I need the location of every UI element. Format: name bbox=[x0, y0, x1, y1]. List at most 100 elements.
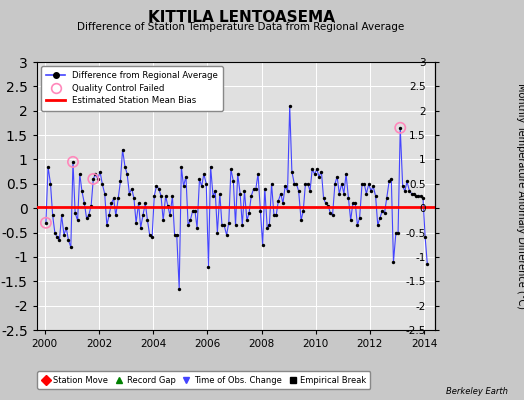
Point bbox=[121, 164, 129, 170]
Point bbox=[372, 193, 380, 199]
Point bbox=[401, 188, 409, 194]
Point bbox=[125, 190, 134, 197]
Point bbox=[182, 173, 190, 180]
Point bbox=[249, 186, 258, 192]
Point bbox=[46, 181, 54, 187]
Point bbox=[53, 234, 61, 241]
Point bbox=[189, 208, 197, 214]
Point bbox=[220, 222, 228, 228]
Point bbox=[423, 261, 432, 268]
Point bbox=[225, 220, 233, 226]
Point bbox=[215, 190, 224, 197]
Point bbox=[277, 190, 285, 197]
Point bbox=[362, 190, 370, 197]
Point bbox=[389, 258, 398, 265]
Point bbox=[414, 193, 422, 199]
Point bbox=[421, 234, 429, 241]
Point bbox=[274, 198, 282, 204]
Point bbox=[283, 188, 292, 194]
Point bbox=[398, 183, 407, 190]
Point bbox=[218, 222, 226, 228]
Point bbox=[313, 166, 321, 172]
Point bbox=[355, 215, 364, 221]
Point bbox=[42, 220, 50, 226]
Point bbox=[146, 232, 154, 238]
Point bbox=[412, 193, 420, 199]
Point bbox=[258, 242, 267, 248]
Point bbox=[292, 181, 301, 187]
Point bbox=[193, 224, 201, 231]
Point bbox=[62, 224, 70, 231]
Point bbox=[198, 183, 206, 190]
Point bbox=[161, 193, 170, 199]
Point bbox=[417, 193, 425, 199]
Point bbox=[294, 188, 303, 194]
Point bbox=[405, 188, 413, 194]
Point bbox=[163, 202, 172, 209]
Point bbox=[369, 183, 377, 190]
Point bbox=[55, 237, 63, 243]
Point bbox=[227, 166, 235, 172]
Point bbox=[96, 168, 104, 175]
Point bbox=[118, 146, 127, 153]
Point bbox=[286, 103, 294, 109]
Point bbox=[148, 234, 156, 241]
Point bbox=[98, 181, 106, 187]
Point bbox=[290, 181, 299, 187]
Point bbox=[44, 164, 52, 170]
Point bbox=[204, 264, 213, 270]
Point bbox=[166, 212, 174, 219]
Point bbox=[58, 212, 66, 219]
Point bbox=[365, 181, 373, 187]
Point bbox=[116, 178, 125, 184]
Point bbox=[383, 195, 391, 202]
Point bbox=[80, 200, 89, 206]
Point bbox=[326, 210, 334, 216]
Point bbox=[71, 210, 79, 216]
Point bbox=[333, 173, 341, 180]
Point bbox=[60, 232, 68, 238]
Point bbox=[288, 168, 296, 175]
Point bbox=[324, 202, 332, 209]
Point bbox=[69, 159, 77, 165]
Point bbox=[94, 176, 102, 182]
Point bbox=[107, 200, 116, 206]
Point bbox=[304, 181, 312, 187]
Point bbox=[281, 183, 289, 190]
Point bbox=[279, 200, 287, 206]
Point bbox=[64, 237, 72, 243]
Text: Difference of Station Temperature Data from Regional Average: Difference of Station Temperature Data f… bbox=[78, 22, 405, 32]
Point bbox=[272, 212, 280, 219]
Point bbox=[360, 181, 368, 187]
Point bbox=[374, 222, 382, 228]
Point bbox=[101, 190, 109, 197]
Point bbox=[308, 166, 316, 172]
Point bbox=[254, 171, 262, 177]
Point bbox=[229, 178, 237, 184]
Point bbox=[252, 186, 260, 192]
Point bbox=[310, 171, 319, 177]
Point bbox=[241, 188, 249, 194]
Point bbox=[394, 229, 402, 236]
Point bbox=[396, 124, 405, 131]
Point bbox=[346, 217, 355, 224]
Point bbox=[127, 186, 136, 192]
Point bbox=[392, 229, 400, 236]
Point bbox=[367, 188, 375, 194]
Point bbox=[260, 186, 269, 192]
Point bbox=[353, 222, 362, 228]
Point bbox=[243, 217, 251, 224]
Point bbox=[91, 171, 100, 177]
Point bbox=[408, 190, 416, 197]
Point bbox=[132, 220, 140, 226]
Point bbox=[322, 200, 330, 206]
Point bbox=[186, 217, 194, 224]
Point bbox=[130, 195, 138, 202]
Point bbox=[84, 212, 93, 219]
Point bbox=[137, 224, 145, 231]
Point bbox=[175, 285, 183, 292]
Point bbox=[177, 164, 185, 170]
Point bbox=[87, 202, 95, 209]
Point bbox=[141, 200, 149, 206]
Point bbox=[320, 195, 328, 202]
